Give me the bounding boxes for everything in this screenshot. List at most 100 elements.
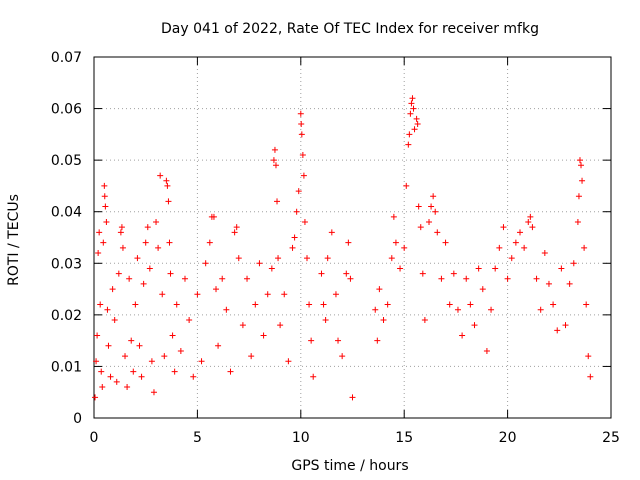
- data-point: [332, 291, 339, 298]
- data-point: [215, 342, 222, 349]
- data-point: [529, 224, 536, 231]
- y-tick-label: 0.02: [51, 308, 82, 324]
- data-point: [408, 100, 415, 107]
- data-point: [579, 177, 586, 184]
- data-point: [165, 198, 172, 205]
- data-point: [558, 265, 565, 272]
- data-point: [95, 249, 102, 256]
- data-point: [508, 255, 515, 262]
- y-tick-label: 0: [73, 411, 82, 427]
- data-point: [92, 394, 99, 401]
- x-tick-label: 10: [292, 430, 310, 446]
- data-point: [432, 208, 439, 215]
- data-point: [153, 219, 160, 226]
- data-point: [264, 291, 271, 298]
- data-point: [328, 229, 335, 236]
- data-point: [136, 342, 143, 349]
- data-point: [99, 384, 106, 391]
- data-point: [113, 378, 120, 385]
- y-tick-label: 0.06: [51, 102, 82, 118]
- data-point: [275, 255, 282, 262]
- y-tick-label: 0.05: [51, 153, 82, 169]
- data-point: [413, 115, 420, 122]
- x-tick-label: 0: [90, 430, 99, 446]
- data-point: [574, 219, 581, 226]
- data-point: [101, 193, 108, 200]
- data-point: [414, 121, 421, 128]
- data-point: [167, 270, 174, 277]
- plot-frame: [93, 56, 612, 419]
- data-point: [155, 244, 162, 251]
- data-point: [256, 260, 263, 267]
- x-axis-label: GPS time / hours: [291, 458, 408, 474]
- data-point: [430, 193, 437, 200]
- data-point: [107, 373, 114, 380]
- data-point: [347, 275, 354, 282]
- data-point: [537, 306, 544, 313]
- data-point: [281, 291, 288, 298]
- x-tick-label: 25: [602, 430, 620, 446]
- data-point: [576, 157, 583, 164]
- data-point: [300, 172, 307, 179]
- data-point: [186, 317, 193, 324]
- data-point: [335, 337, 342, 344]
- data-point: [397, 265, 404, 272]
- data-point: [310, 373, 317, 380]
- data-point: [109, 286, 116, 293]
- data-point: [248, 353, 255, 360]
- data-point: [159, 291, 166, 298]
- data-point: [97, 301, 104, 308]
- data-point: [118, 224, 125, 231]
- data-point: [421, 317, 428, 324]
- data-point: [471, 322, 478, 329]
- data-point: [541, 249, 548, 256]
- data-point: [525, 219, 532, 226]
- data-point: [504, 275, 511, 282]
- data-point: [570, 260, 577, 267]
- data-point: [415, 203, 422, 210]
- data-point: [274, 198, 281, 205]
- data-point: [105, 342, 112, 349]
- data-point: [322, 317, 329, 324]
- data-point: [426, 219, 433, 226]
- data-point: [161, 353, 168, 360]
- data-point: [150, 389, 157, 396]
- data-point: [407, 110, 414, 117]
- data-point: [140, 280, 147, 287]
- data-point: [345, 239, 352, 246]
- data-point: [306, 301, 313, 308]
- data-point: [374, 337, 381, 344]
- data-point: [376, 286, 383, 293]
- y-axis-label: ROTI / TECUs: [6, 194, 22, 286]
- data-point: [93, 358, 100, 365]
- data-point: [550, 301, 557, 308]
- data-point: [111, 317, 118, 324]
- data-point: [428, 203, 435, 210]
- data-point: [138, 373, 145, 380]
- data-point: [231, 229, 238, 236]
- data-point: [405, 141, 412, 148]
- data-point: [585, 353, 592, 360]
- data-point: [177, 347, 184, 354]
- data-point: [126, 275, 133, 282]
- data-point: [96, 229, 103, 236]
- data-point: [401, 244, 408, 251]
- data-point: [372, 306, 379, 313]
- y-tick-label: 0.03: [51, 256, 82, 272]
- data-point: [270, 157, 277, 164]
- data-point: [94, 332, 101, 339]
- x-tick-label: 5: [193, 430, 202, 446]
- data-point: [194, 291, 201, 298]
- data-point: [581, 244, 588, 251]
- data-point: [117, 229, 124, 236]
- data-point: [206, 239, 213, 246]
- data-point: [164, 182, 171, 189]
- data-point: [119, 244, 126, 251]
- data-point: [406, 131, 413, 138]
- data-point: [527, 213, 534, 220]
- data-point: [173, 301, 180, 308]
- data-points: [92, 95, 594, 401]
- data-point: [349, 394, 356, 401]
- data-point: [320, 301, 327, 308]
